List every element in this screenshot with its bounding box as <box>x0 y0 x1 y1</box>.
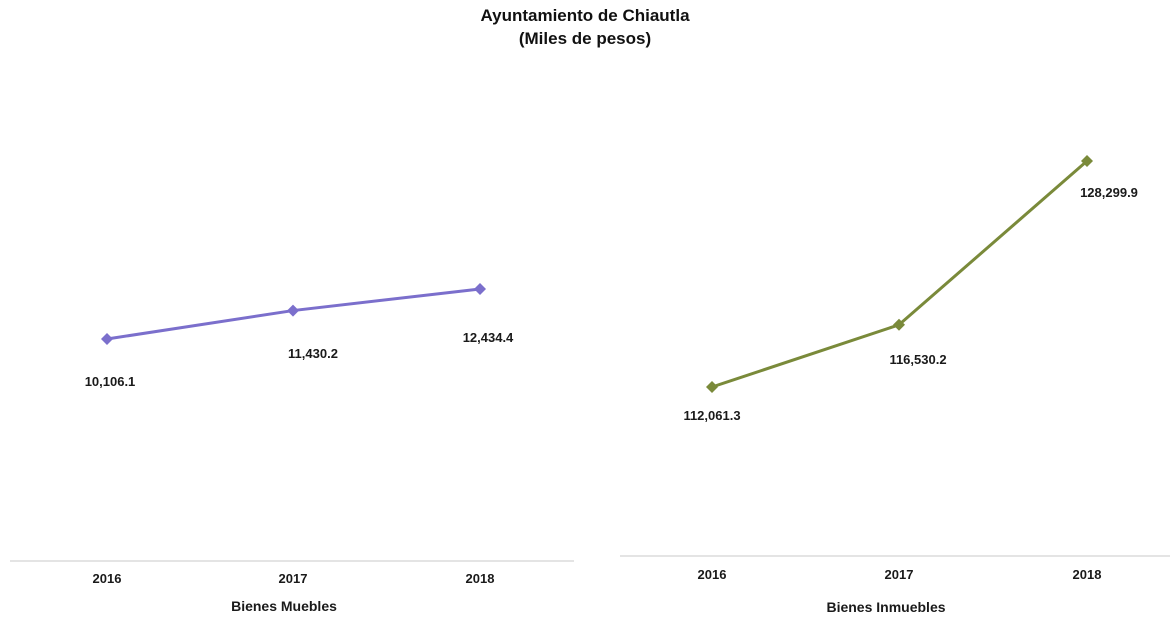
chart-subtitle: (Miles de pesos) <box>518 29 652 48</box>
x-tick-label: 2016 <box>698 567 727 582</box>
data-point-marker <box>706 381 718 393</box>
data-label: 112,061.3 <box>683 408 740 423</box>
x-tick-label: 2018 <box>1073 567 1102 582</box>
data-point-marker <box>287 304 299 317</box>
x-tick-label: 2017 <box>279 571 308 586</box>
x-axis-title-1: Bienes Muebles <box>231 598 337 614</box>
data-point-marker <box>474 283 486 295</box>
data-label: 12,434.4 <box>463 330 514 345</box>
data-label: 128,299.9 <box>1080 185 1138 200</box>
data-label: 11,430.2 <box>288 346 338 361</box>
x-axis-title-2: Bienes Inmuebles <box>826 599 945 615</box>
data-label: 10,106.1 <box>85 374 136 389</box>
x-tick-label: 2016 <box>93 571 122 586</box>
data-point-marker <box>101 333 113 345</box>
x-tick-label: 2017 <box>885 567 914 582</box>
chart-title: Ayuntamiento de Chiautla <box>480 6 690 25</box>
x-tick-label: 2018 <box>466 571 495 586</box>
data-point-marker <box>1081 155 1093 167</box>
data-point-marker <box>893 318 905 331</box>
data-label: 116,530.2 <box>889 352 946 367</box>
